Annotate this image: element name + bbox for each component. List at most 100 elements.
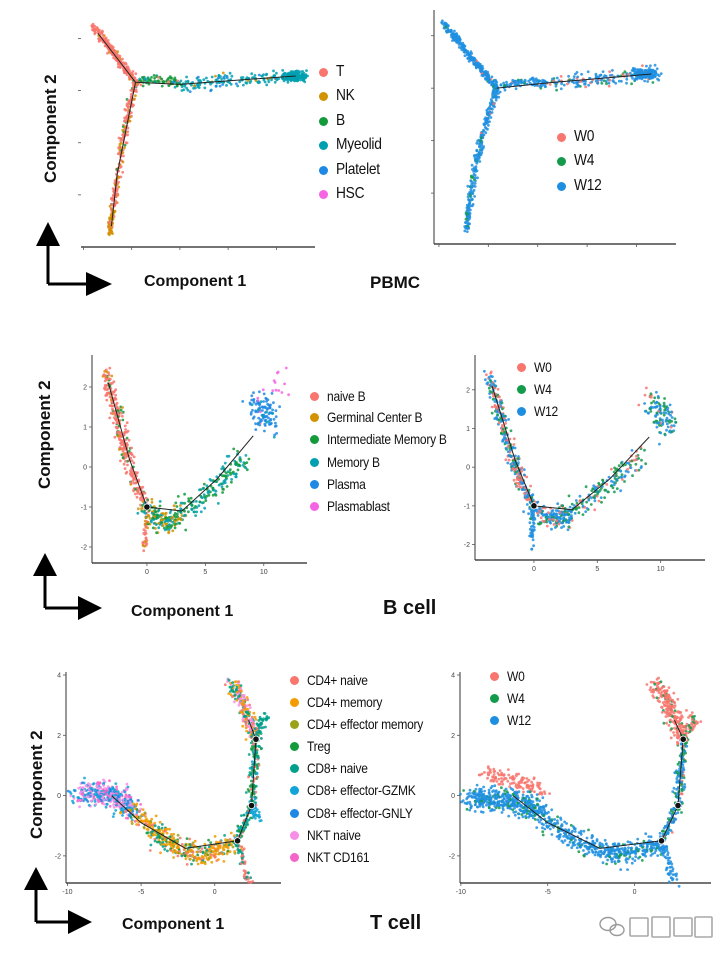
- data-point: [222, 860, 226, 863]
- data-point: [487, 123, 490, 127]
- data-point: [273, 433, 276, 437]
- trajectory-line: [110, 82, 137, 227]
- data-point: [504, 422, 507, 425]
- data-point: [504, 458, 508, 462]
- data-point: [568, 516, 571, 520]
- data-point: [577, 84, 580, 88]
- data-point: [123, 71, 126, 75]
- data-point: [562, 83, 566, 87]
- trajectory-line: [107, 382, 254, 512]
- data-point: [241, 76, 245, 79]
- data-point: [584, 510, 588, 513]
- data-point: [647, 70, 651, 74]
- data-point: [514, 467, 517, 471]
- data-point: [180, 843, 184, 846]
- data-point: [243, 696, 246, 700]
- data-point: [176, 833, 180, 837]
- data-point: [245, 81, 249, 85]
- data-point: [255, 751, 259, 755]
- data-point: [500, 424, 504, 427]
- data-point: [481, 64, 484, 68]
- data-point: [493, 405, 497, 409]
- data-point: [81, 781, 84, 785]
- data-point: [640, 465, 643, 468]
- data-point: [625, 77, 629, 81]
- data-point: [175, 505, 179, 508]
- data-point: [265, 410, 268, 414]
- data-point: [251, 76, 254, 79]
- data-point: [105, 398, 109, 402]
- data-point: [187, 850, 190, 854]
- data-point: [441, 19, 444, 23]
- data-point: [470, 56, 474, 60]
- data-point: [551, 518, 555, 521]
- data-point: [139, 803, 143, 806]
- data-point: [105, 370, 109, 374]
- data-point: [160, 77, 164, 81]
- data-point: [484, 126, 487, 129]
- data-point: [559, 75, 563, 78]
- data-point: [134, 804, 138, 807]
- data-point: [121, 170, 125, 174]
- data-point: [473, 154, 477, 157]
- data-point: [663, 397, 666, 400]
- data-point: [488, 101, 492, 105]
- data-point: [643, 393, 647, 397]
- data-point: [506, 461, 510, 465]
- data-point: [556, 502, 560, 506]
- data-point: [112, 805, 116, 809]
- y-tick-label: -1: [464, 503, 470, 510]
- data-point: [296, 78, 300, 82]
- data-point: [533, 528, 536, 532]
- data-point: [92, 795, 96, 799]
- data-point: [252, 813, 255, 817]
- data-point: [111, 787, 114, 791]
- data-point: [244, 454, 248, 457]
- data-point: [128, 115, 132, 119]
- data-point: [547, 511, 550, 514]
- data-point: [196, 862, 200, 866]
- data-point: [106, 387, 110, 391]
- data-point: [133, 97, 136, 101]
- y-tick-label: 1: [83, 425, 87, 432]
- data-point: [290, 70, 294, 73]
- data-point: [512, 437, 516, 441]
- data-point: [136, 491, 140, 495]
- data-point: [253, 797, 257, 801]
- data-point: [577, 511, 581, 515]
- data-point: [174, 501, 178, 505]
- data-point: [142, 510, 146, 514]
- data-point: [286, 81, 290, 84]
- data-point: [252, 391, 255, 395]
- data-point: [263, 80, 267, 84]
- data-point: [654, 74, 657, 78]
- data-point: [242, 702, 246, 706]
- data-point: [142, 825, 146, 829]
- data-point: [261, 409, 264, 412]
- data-point: [504, 437, 507, 441]
- data-point: [247, 457, 251, 461]
- data-point: [489, 384, 492, 387]
- data-point: [596, 81, 600, 85]
- data-point: [235, 461, 238, 464]
- data-point: [139, 807, 143, 811]
- data-point: [631, 68, 635, 71]
- data-point: [590, 496, 593, 500]
- data-point: [239, 710, 242, 714]
- data-point: [125, 102, 129, 106]
- data-point: [200, 847, 204, 850]
- data-point: [127, 438, 131, 442]
- data-point: [272, 69, 275, 73]
- data-point: [213, 855, 217, 859]
- data-point: [229, 831, 233, 835]
- data-point: [247, 789, 251, 793]
- data-point: [516, 476, 519, 480]
- data-point: [121, 814, 124, 817]
- data-point: [666, 425, 670, 429]
- data-point: [107, 798, 111, 802]
- data-point: [129, 473, 133, 477]
- data-point: [475, 161, 479, 165]
- data-point: [580, 72, 583, 76]
- data-point: [221, 487, 225, 491]
- data-point: [252, 792, 256, 796]
